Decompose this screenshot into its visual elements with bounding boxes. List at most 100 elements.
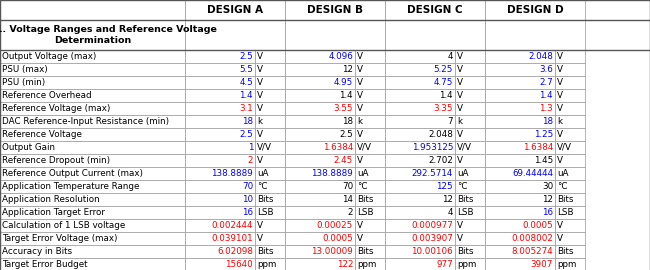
Bar [285,180,355,193]
Bar [385,206,455,219]
Text: 12: 12 [342,65,353,74]
Text: ppm: ppm [257,260,276,269]
Bar [0,180,185,193]
Text: 0.002444: 0.002444 [211,221,253,230]
Text: 15640: 15640 [226,260,253,269]
Bar [385,20,485,50]
Bar [455,141,485,154]
Text: 1.4: 1.4 [339,91,353,100]
Text: V: V [357,221,363,230]
Bar [185,219,255,232]
Bar [355,141,385,154]
Bar [485,0,585,20]
Text: uA: uA [257,169,268,178]
Bar [185,102,255,115]
Bar [555,193,585,206]
Text: V: V [257,221,263,230]
Text: k: k [257,117,262,126]
Text: V: V [457,52,463,61]
Text: V: V [457,65,463,74]
Text: V: V [457,78,463,87]
Bar [455,154,485,167]
Bar [385,128,455,141]
Text: Accuracy in Bits: Accuracy in Bits [2,247,72,256]
Text: 10.00106: 10.00106 [411,247,453,256]
Bar [255,141,285,154]
Text: PSU (min): PSU (min) [2,78,46,87]
Bar [185,206,255,219]
Text: V: V [557,156,563,165]
Bar [485,50,555,63]
Bar [455,63,485,76]
Bar [485,102,555,115]
Bar [285,128,355,141]
Bar [185,50,255,63]
Text: V/V: V/V [257,143,272,152]
Text: V: V [557,234,563,243]
Text: V: V [257,234,263,243]
Text: V: V [457,104,463,113]
Bar [455,102,485,115]
Text: Application Temperature Range: Application Temperature Range [2,182,139,191]
Text: 4: 4 [448,52,453,61]
Bar [285,154,355,167]
Bar [255,245,285,258]
Bar [285,193,355,206]
Bar [385,89,455,102]
Text: 14: 14 [342,195,353,204]
Text: DAC Reference-Input Resistance (min): DAC Reference-Input Resistance (min) [2,117,169,126]
Bar [185,193,255,206]
Bar [0,154,185,167]
Text: 0.00025: 0.00025 [317,221,353,230]
Text: V: V [357,65,363,74]
Bar [255,89,285,102]
Bar [285,206,355,219]
Bar [485,20,585,50]
Text: Application Resolution: Application Resolution [2,195,99,204]
Bar [185,167,255,180]
Text: DESIGN D: DESIGN D [507,5,564,15]
Bar [485,141,555,154]
Text: uA: uA [457,169,469,178]
Text: Bits: Bits [457,195,473,204]
Bar [255,193,285,206]
Text: °C: °C [357,182,367,191]
Text: 2: 2 [248,156,253,165]
Bar [385,76,455,89]
Text: 4.096: 4.096 [328,52,353,61]
Text: 8.005274: 8.005274 [512,247,553,256]
Text: 2.048: 2.048 [528,52,553,61]
Text: V: V [557,221,563,230]
Text: 1.4: 1.4 [540,91,553,100]
Bar [385,193,455,206]
Bar [485,63,555,76]
Text: 13.00009: 13.00009 [311,247,353,256]
Bar [255,258,285,270]
Text: V: V [257,91,263,100]
Bar [0,128,185,141]
Text: Reference Overhead: Reference Overhead [2,91,92,100]
Text: 30: 30 [542,182,553,191]
Text: 6.02098: 6.02098 [217,247,253,256]
Text: V: V [557,104,563,113]
Bar [355,245,385,258]
Text: V: V [257,52,263,61]
Bar [255,219,285,232]
Text: 5.5: 5.5 [239,65,253,74]
Bar [485,167,555,180]
Bar [455,167,485,180]
Text: 0.0005: 0.0005 [523,221,553,230]
Text: V: V [257,156,263,165]
Bar [355,63,385,76]
Text: Bits: Bits [557,247,573,256]
Text: 70: 70 [242,182,253,191]
Bar [255,50,285,63]
Bar [0,0,185,20]
Text: V: V [357,52,363,61]
Bar [355,115,385,128]
Text: V: V [257,78,263,87]
Bar [355,50,385,63]
Text: 1: 1 [248,143,253,152]
Text: 4: 4 [448,208,453,217]
Text: 138.8889: 138.8889 [311,169,353,178]
